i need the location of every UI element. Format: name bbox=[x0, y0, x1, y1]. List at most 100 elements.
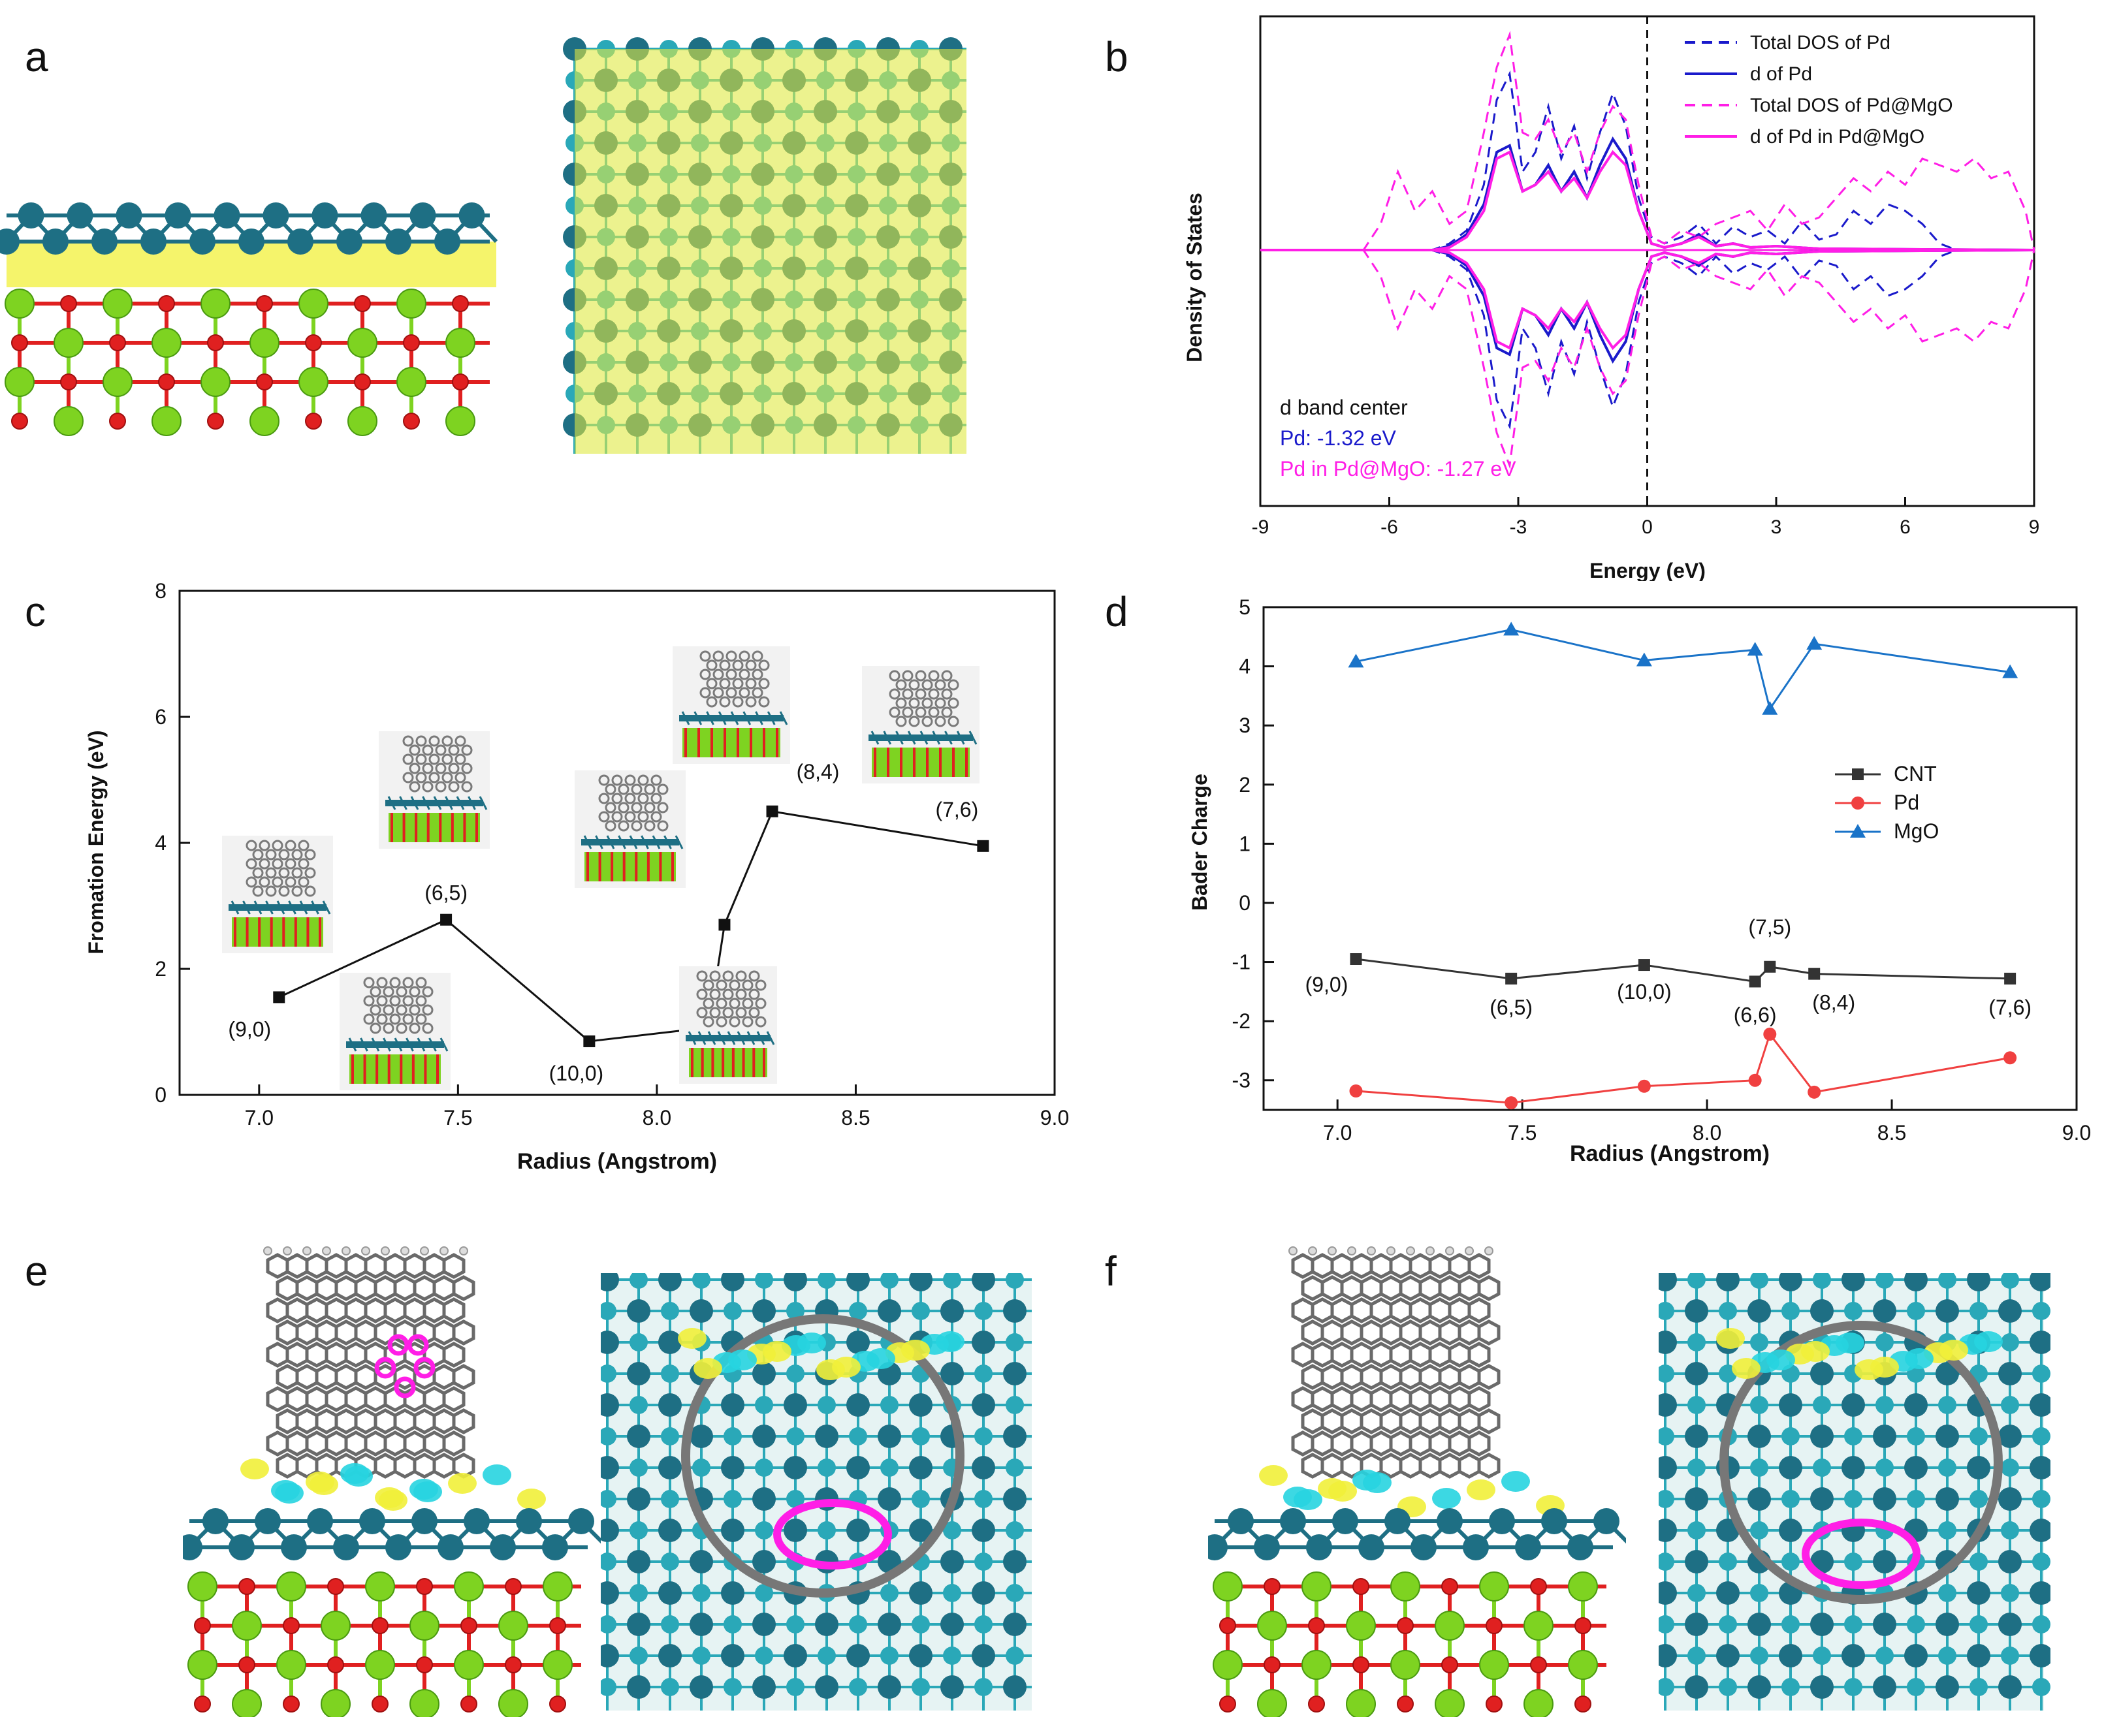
fe-point-label: (6,5) bbox=[424, 881, 468, 905]
bader-point-label: (9,0) bbox=[1305, 973, 1348, 996]
inset-pd-bond bbox=[265, 900, 274, 915]
bader-point-label: (10,0) bbox=[1617, 980, 1672, 1003]
o-atom bbox=[305, 334, 322, 351]
fe-x-label: Radius (Angstrom) bbox=[517, 1149, 717, 1174]
cnt-hexagon bbox=[1389, 1297, 1412, 1323]
o-atom bbox=[1441, 1578, 1458, 1595]
cnt-hexagon bbox=[1369, 1253, 1393, 1279]
o-atom bbox=[158, 373, 175, 390]
mg-atom bbox=[543, 1571, 573, 1602]
pd-atom-top bbox=[1938, 1459, 1956, 1477]
inset-cnt-ring bbox=[703, 998, 714, 1009]
pd-atom-top bbox=[1907, 1490, 1925, 1508]
pd-atom bbox=[281, 1534, 307, 1560]
charge-density-blob bbox=[1318, 1478, 1347, 1499]
pd-atom-top bbox=[1873, 1613, 1896, 1636]
pd-atom-top bbox=[661, 1302, 679, 1320]
inset-cnt-ring bbox=[246, 858, 257, 870]
inset-cnt-ring bbox=[409, 744, 421, 756]
inset-cnt-ring bbox=[729, 998, 741, 1009]
pd-atom-top bbox=[846, 1273, 870, 1291]
cnt-hexagon bbox=[344, 1297, 368, 1323]
pd-atom-top bbox=[1750, 1647, 1768, 1665]
inset-cnt-ring bbox=[448, 781, 460, 793]
inset-cnt-ring bbox=[376, 977, 388, 988]
inset-cnt-ring bbox=[298, 876, 310, 888]
pd-atom-top bbox=[1716, 1644, 1740, 1667]
cnt-hexagon bbox=[1320, 1319, 1344, 1346]
inset-pd-bond bbox=[870, 731, 880, 745]
pd-atom bbox=[165, 202, 191, 229]
panel-a-side-view bbox=[0, 202, 498, 436]
cnt-hexagon bbox=[1428, 1386, 1452, 1412]
inset-cnt-ring bbox=[435, 744, 447, 756]
inset-cnt-ring bbox=[631, 783, 643, 795]
pd-atom-top bbox=[2001, 1273, 2019, 1289]
inset-cnt-ring bbox=[699, 650, 711, 662]
cnt-hexagon bbox=[383, 1253, 407, 1279]
pd-atom-top bbox=[2030, 1519, 2050, 1542]
pd-atom bbox=[1358, 1534, 1384, 1560]
pd-atom-top bbox=[909, 1519, 932, 1542]
inset-cnt-ring bbox=[428, 735, 440, 747]
charge-density-blob bbox=[728, 1349, 757, 1370]
inset-pd-bond bbox=[779, 711, 788, 725]
inset-cnt-ring bbox=[716, 1016, 727, 1028]
inset-cnt-ring bbox=[428, 753, 440, 765]
cnt-hexagon bbox=[334, 1408, 358, 1434]
o-atom bbox=[1530, 1578, 1547, 1595]
inset-cnt-ring bbox=[402, 977, 414, 988]
charge-density-blob bbox=[1432, 1488, 1461, 1509]
cnt-hexagon bbox=[432, 1364, 456, 1390]
pd-atom-top bbox=[943, 1273, 961, 1289]
cnt-hexagon bbox=[1399, 1408, 1422, 1434]
pd-atom-top bbox=[724, 1302, 742, 1320]
inset-cnt-ring bbox=[699, 669, 711, 680]
pd-atom-top bbox=[1844, 1427, 1862, 1445]
pd-atom-top bbox=[1844, 1302, 1862, 1320]
bader-y-tick-label: 5 bbox=[1239, 595, 1251, 619]
h-atom bbox=[1367, 1246, 1376, 1255]
pd-atom-top bbox=[849, 1615, 867, 1633]
cnt-hexagon bbox=[422, 1430, 446, 1457]
fe-point bbox=[718, 919, 731, 931]
pd-atom-top bbox=[658, 1456, 682, 1479]
cnt-hexagon bbox=[1330, 1430, 1354, 1457]
cnt-hexagon bbox=[432, 1319, 456, 1346]
bader-line-mgo bbox=[1356, 628, 2011, 712]
pd-atom-top bbox=[2001, 1459, 2019, 1477]
pd-atom-top bbox=[627, 1487, 650, 1511]
pd-atom-top bbox=[943, 1647, 961, 1665]
cnt-hexagon bbox=[374, 1453, 397, 1479]
bader-point-mgo bbox=[1747, 642, 1763, 656]
cnt-hexagon bbox=[413, 1275, 436, 1301]
mg-atom bbox=[1301, 1650, 1331, 1680]
inset-cnt-ring bbox=[745, 678, 757, 689]
cnt-hexagon bbox=[1350, 1253, 1373, 1279]
inset-cnt-ring bbox=[363, 977, 375, 988]
inset-pd-bond bbox=[707, 1031, 716, 1045]
inset-pd-bond bbox=[767, 711, 776, 725]
pd-atom-top bbox=[724, 1427, 742, 1445]
cnt-hexagon bbox=[1428, 1430, 1452, 1457]
cnt-hexagon bbox=[1418, 1408, 1442, 1434]
inset-cnt-ring bbox=[605, 820, 616, 832]
h-atom bbox=[322, 1246, 331, 1255]
pd-atom-top bbox=[661, 1678, 679, 1696]
inset-cnt-ring bbox=[934, 679, 946, 691]
cnt-hexagon bbox=[305, 1386, 328, 1412]
pd-atom-top bbox=[2001, 1521, 2019, 1539]
inset-cnt-ring bbox=[402, 1013, 414, 1025]
inset-cnt-ring bbox=[915, 688, 927, 700]
pd-atom-top bbox=[1907, 1302, 1925, 1320]
inset-cnt-ring bbox=[461, 763, 473, 774]
inset-pd-bond bbox=[706, 711, 714, 725]
inset-mgo-layer bbox=[872, 748, 970, 777]
cnt-hexagon bbox=[344, 1253, 368, 1279]
cnt-hexagon bbox=[285, 1430, 309, 1457]
inset-pd-layer bbox=[229, 904, 327, 911]
pd-atom-top bbox=[1969, 1553, 1988, 1571]
pd-atom-top bbox=[878, 1613, 901, 1636]
inset-cnt-ring bbox=[298, 858, 310, 870]
pd-atom-top bbox=[1781, 1553, 1800, 1571]
